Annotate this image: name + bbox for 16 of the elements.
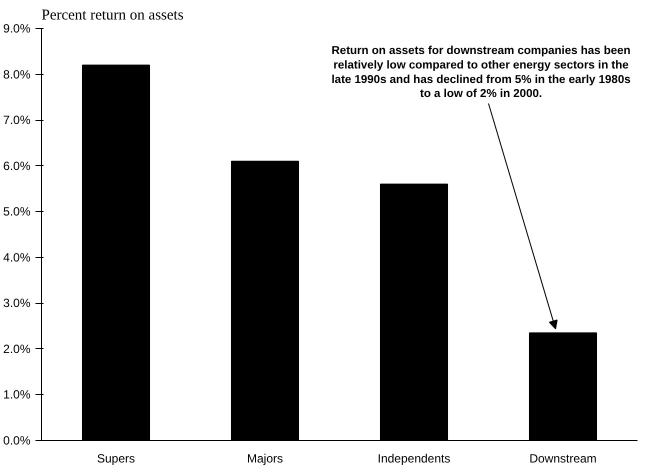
y-tick-label: 0.0% <box>3 434 31 448</box>
y-tick-label: 4.0% <box>3 250 31 264</box>
y-tick-label: 3.0% <box>3 296 31 310</box>
x-tick-label: Independents <box>378 452 450 466</box>
x-tick-label: Downstream <box>529 452 597 466</box>
y-tick-label: 2.0% <box>3 342 31 356</box>
y-tick-label: 8.0% <box>3 67 31 82</box>
annotation: Return on assets for downstream companies has been relatively low compared to other energy sectors in the late 1990s and has declined from 5% in the early 1980s to a low of 2% in 2000. <box>331 44 631 100</box>
y-tick-label: 5.0% <box>3 204 31 219</box>
x-tick-label: Majors <box>246 452 284 466</box>
x-tick-label: Supers <box>96 452 136 466</box>
y-tick-label: 9.0% <box>3 22 31 36</box>
y-tick-label: 7.0% <box>3 113 31 128</box>
y-tick-label: 6.0% <box>3 158 31 173</box>
y-tick-label: 1.0% <box>3 388 31 402</box>
chart-title: Percent return on assets <box>42 8 184 24</box>
